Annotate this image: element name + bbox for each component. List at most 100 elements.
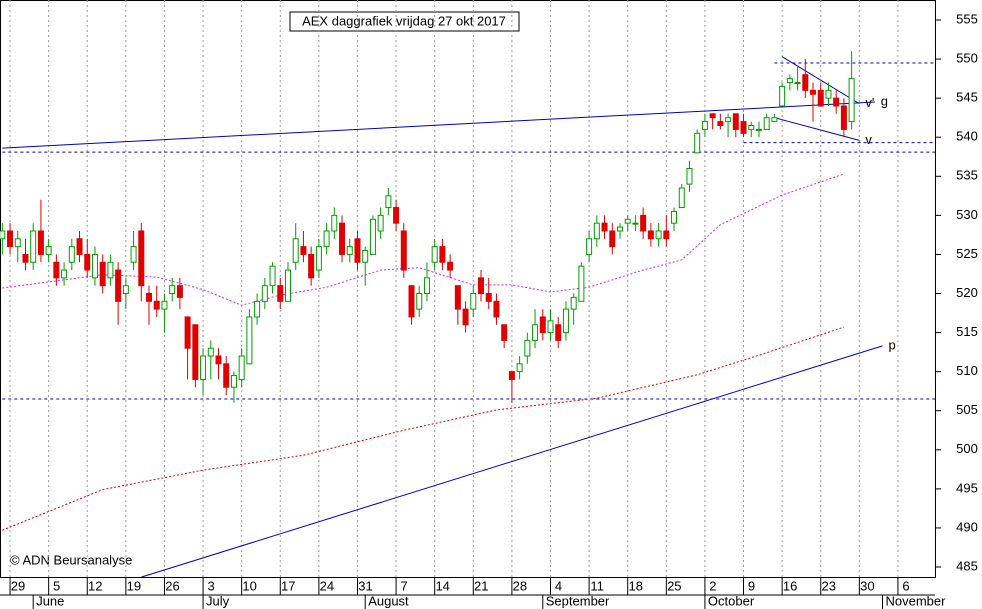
- candle-body: [369, 218, 376, 255]
- candle-body: [632, 222, 639, 225]
- candle-body: [532, 324, 539, 341]
- line-label: g: [881, 93, 888, 108]
- candle-body: [308, 253, 315, 279]
- y-tick-label: 495: [956, 480, 978, 495]
- candle-body: [331, 214, 338, 232]
- candle-body: [748, 124, 755, 130]
- candle-body: [153, 300, 160, 310]
- candle-body: [246, 316, 253, 365]
- y-tick-label: 485: [956, 558, 978, 573]
- credit: © ADN Beursanalyse: [10, 552, 132, 567]
- candle-body: [254, 300, 261, 318]
- candle-body: [362, 250, 369, 263]
- candle-body: [0, 230, 6, 240]
- candle-body: [616, 226, 623, 232]
- candle-body: [478, 277, 485, 295]
- candle-body: [454, 285, 461, 310]
- candle-body: [346, 246, 353, 255]
- candle-body: [771, 117, 778, 123]
- x-tick-label: 28: [513, 578, 527, 593]
- candle-body: [53, 261, 60, 279]
- candle-body: [176, 285, 183, 298]
- candle-body: [671, 210, 678, 224]
- candle-body: [570, 296, 577, 310]
- candle-body: [539, 316, 546, 334]
- candle-body: [709, 113, 716, 119]
- y-tick-label: 510: [956, 363, 978, 378]
- candle-body: [501, 324, 508, 341]
- candle-body: [91, 253, 98, 279]
- candle-body: [192, 324, 199, 380]
- x-tick-label: 6: [902, 578, 909, 593]
- candle-body: [292, 238, 299, 263]
- candle-body: [802, 74, 809, 91]
- x-tick-label: 9: [748, 578, 755, 593]
- candle-body: [130, 246, 137, 263]
- candle-body: [593, 222, 600, 240]
- candle-body: [184, 316, 191, 349]
- candle-body: [423, 277, 430, 295]
- x-tick-label: 26: [165, 578, 179, 593]
- x-tick-label: 2: [709, 578, 716, 593]
- x-tick-label: 5: [53, 578, 60, 593]
- y-tick-label: 505: [956, 402, 978, 417]
- x-tick-label: 29: [11, 578, 25, 593]
- candle-body: [524, 339, 531, 357]
- candle-body: [393, 207, 400, 224]
- month-label: November: [885, 593, 946, 608]
- candle-body: [300, 246, 307, 255]
- month-label: September: [546, 593, 610, 608]
- candle-body: [200, 355, 207, 380]
- candle-body: [416, 293, 423, 310]
- y-tick-label: 515: [956, 324, 978, 339]
- candle-body: [315, 246, 322, 271]
- line-label: v: [865, 132, 872, 147]
- candle-body: [161, 300, 168, 310]
- candle-body: [207, 347, 214, 357]
- y-tick-label: 530: [956, 207, 978, 222]
- candle-body: [794, 82, 801, 85]
- x-tick-label: 7: [400, 578, 407, 593]
- candle-body: [779, 85, 786, 107]
- candle-body: [76, 238, 83, 255]
- candle-body: [22, 253, 29, 263]
- candle-body: [717, 121, 724, 126]
- candle-body: [810, 89, 817, 95]
- candle-body: [763, 117, 770, 130]
- candle-body: [354, 238, 361, 263]
- candle-body: [493, 300, 500, 318]
- candle-body: [740, 121, 747, 134]
- overlay-line: [774, 117, 860, 141]
- x-tick-label: 11: [590, 578, 604, 593]
- x-tick-label: 12: [88, 578, 102, 593]
- candle-body: [230, 375, 237, 388]
- candle-body: [825, 89, 832, 99]
- candle-body: [516, 363, 523, 373]
- x-tick-label: 14: [435, 578, 449, 593]
- y-tick-label: 540: [956, 129, 978, 144]
- candle-body: [61, 269, 68, 279]
- title-box: [289, 11, 520, 32]
- line-label: p: [888, 337, 895, 352]
- x-tick-label: 30: [860, 578, 874, 593]
- candle-body: [678, 187, 685, 209]
- candle-body: [400, 230, 407, 271]
- x-tick-label: 23: [821, 578, 835, 593]
- candle-body: [655, 230, 662, 240]
- candle-body: [339, 222, 346, 255]
- candle-body: [107, 261, 114, 279]
- candle-body: [840, 105, 847, 130]
- candle-body: [508, 371, 515, 380]
- candle-body: [578, 265, 585, 302]
- candle-body: [115, 269, 122, 302]
- candle-body: [725, 117, 732, 123]
- candle-body: [99, 261, 106, 287]
- candle-body: [640, 214, 647, 232]
- candle-body: [37, 230, 44, 255]
- candle-body: [624, 218, 631, 224]
- y-tick-label: 550: [956, 51, 978, 66]
- candle-body: [485, 293, 492, 302]
- candle-body: [323, 230, 330, 248]
- candle-body: [269, 265, 276, 287]
